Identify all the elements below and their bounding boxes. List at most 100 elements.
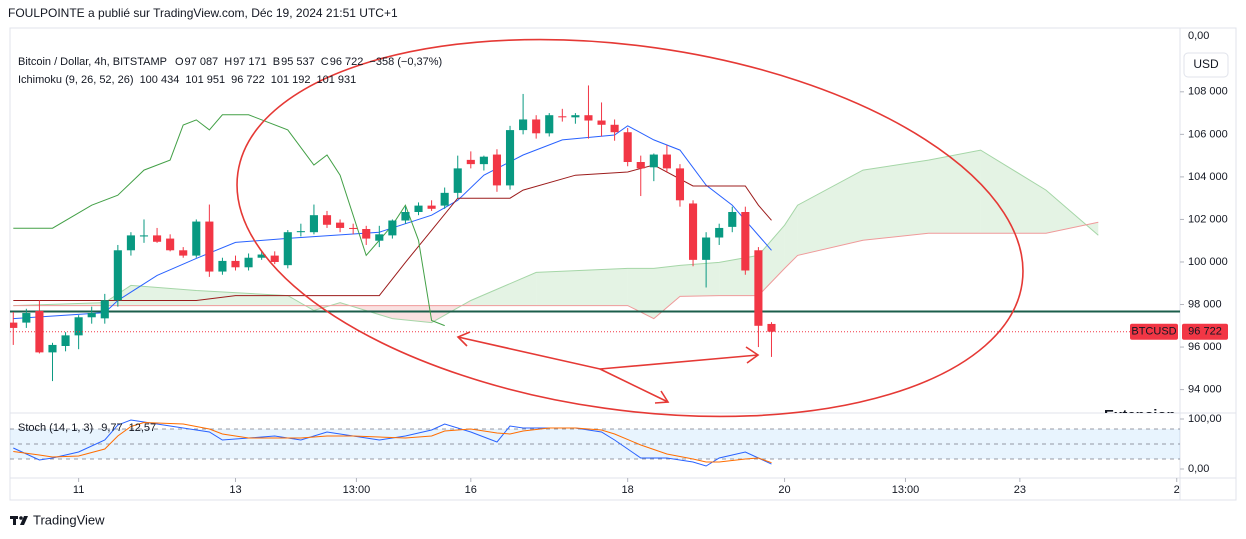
candle-body: [767, 323, 776, 332]
indicator-value: 101 931: [317, 74, 357, 86]
legend-value: 97 171: [233, 56, 267, 68]
x-tick-label: 16: [465, 484, 477, 496]
stoch-title: Stoch (14, 1, 3): [18, 422, 93, 434]
candle-body: [427, 205, 436, 209]
currency-button[interactable]: [1183, 52, 1229, 78]
candle-body: [113, 250, 122, 301]
candle-body: [61, 335, 70, 346]
candle-body: [192, 221, 201, 256]
cloud-fill: [653, 265, 680, 319]
candle-body: [597, 120, 606, 125]
legend-key: H: [224, 56, 232, 68]
candle-body: [754, 250, 763, 326]
candle-body: [126, 235, 135, 251]
symbol-tag-label: BTCUSD: [1131, 326, 1176, 338]
price-tag-label: 96 722: [1188, 326, 1222, 338]
x-tick-label: 18: [622, 484, 634, 496]
candle-body: [702, 237, 711, 260]
cloud-fill: [536, 268, 628, 306]
pane-frame: [9, 27, 1237, 501]
drawings: [236, 38, 1024, 418]
arrow-head: [654, 390, 670, 404]
y-tick-label: 106 000: [1188, 128, 1228, 140]
y-tick-label: 96 000: [1188, 341, 1222, 353]
candle-body: [100, 300, 109, 319]
candle-body: [375, 234, 384, 241]
price-tag: [1182, 323, 1228, 340]
candle-body: [545, 115, 554, 134]
candle-body: [35, 310, 44, 353]
overlay: 94 000 96 000 98 000 100 000 102 000 104 000 1…: [18, 56, 1228, 496]
cloud-fill: [797, 170, 863, 256]
candle-body: [571, 115, 580, 118]
symbol-tag: [1130, 323, 1178, 340]
candle-body: [610, 124, 619, 133]
cloud-span-line: [13, 149, 1099, 324]
indicator-value: 100 434: [140, 74, 180, 86]
arrow-head: [456, 331, 471, 347]
candle-body: [662, 154, 671, 169]
legend-value: 97 087: [185, 56, 219, 68]
candle-body: [349, 227, 358, 230]
candle-body: [715, 227, 724, 238]
y-tick-label: 100 000: [1188, 256, 1228, 268]
stoch-pane: [10, 419, 1180, 467]
legend-value: 95 537: [281, 56, 315, 68]
candle-body: [322, 215, 332, 225]
candle-body: [244, 257, 253, 268]
candle-body: [231, 260, 240, 268]
candle-body: [336, 222, 345, 228]
candle-body: [440, 192, 449, 206]
x-tick-label: 13:00: [892, 484, 920, 496]
cloud-fill: [758, 225, 785, 296]
candle-body: [166, 238, 175, 251]
candle-body: [179, 250, 188, 256]
legend-value: 96 722: [330, 56, 364, 68]
candle-body: [479, 156, 488, 165]
legend-key: B: [273, 56, 280, 68]
stoch-value: 12,57: [129, 422, 157, 434]
y-tick-label: 100,00: [1188, 413, 1222, 425]
candle-body: [623, 132, 632, 163]
series-line: [13, 421, 772, 464]
candle-body: [401, 211, 410, 221]
x-tick-label: 13: [229, 484, 241, 496]
cloud-fill: [196, 290, 288, 306]
candle-body: [505, 130, 515, 186]
legend-change: −358 (−0,37%): [369, 56, 442, 68]
candle-body: [636, 162, 645, 169]
indicator-line: [13, 114, 445, 327]
candle-body: [309, 215, 318, 233]
candle-body: [388, 220, 397, 236]
cloud-fill: [980, 150, 1046, 234]
candle-body: [139, 235, 149, 237]
arrow-line: [599, 368, 669, 403]
candle-body: [558, 116, 567, 118]
legend-key: C: [321, 56, 329, 68]
y-tick-label: 108 000: [1188, 86, 1228, 98]
candle-body: [283, 232, 292, 266]
x-tick-label: 20: [778, 484, 790, 496]
cloud-fill: [680, 262, 720, 297]
x-tick-label: 13:00: [343, 484, 371, 496]
candle-body: [362, 229, 371, 239]
cloud-fill: [470, 272, 537, 306]
currency-label[interactable]: USD: [1193, 57, 1219, 71]
cloud-fill: [928, 150, 981, 234]
candle-body: [10, 322, 18, 328]
legend-title: Bitcoin / Dollar, 4h, BITSTAMP: [18, 56, 167, 68]
scale-top-label: 0,00: [1188, 30, 1209, 42]
indicator-line: [13, 125, 772, 320]
y-tick-label: 94 000: [1188, 384, 1222, 396]
candle-body: [296, 231, 305, 233]
candle-body: [414, 205, 423, 212]
arrow-head: [745, 346, 760, 364]
candle-body: [466, 159, 475, 165]
candle-body: [48, 344, 57, 353]
candle-body: [270, 255, 279, 262]
candle-body: [205, 221, 214, 272]
main-pane: Extension: [10, 85, 1180, 413]
candle-body: [532, 119, 541, 134]
ellipse-drawing: [236, 38, 1024, 418]
